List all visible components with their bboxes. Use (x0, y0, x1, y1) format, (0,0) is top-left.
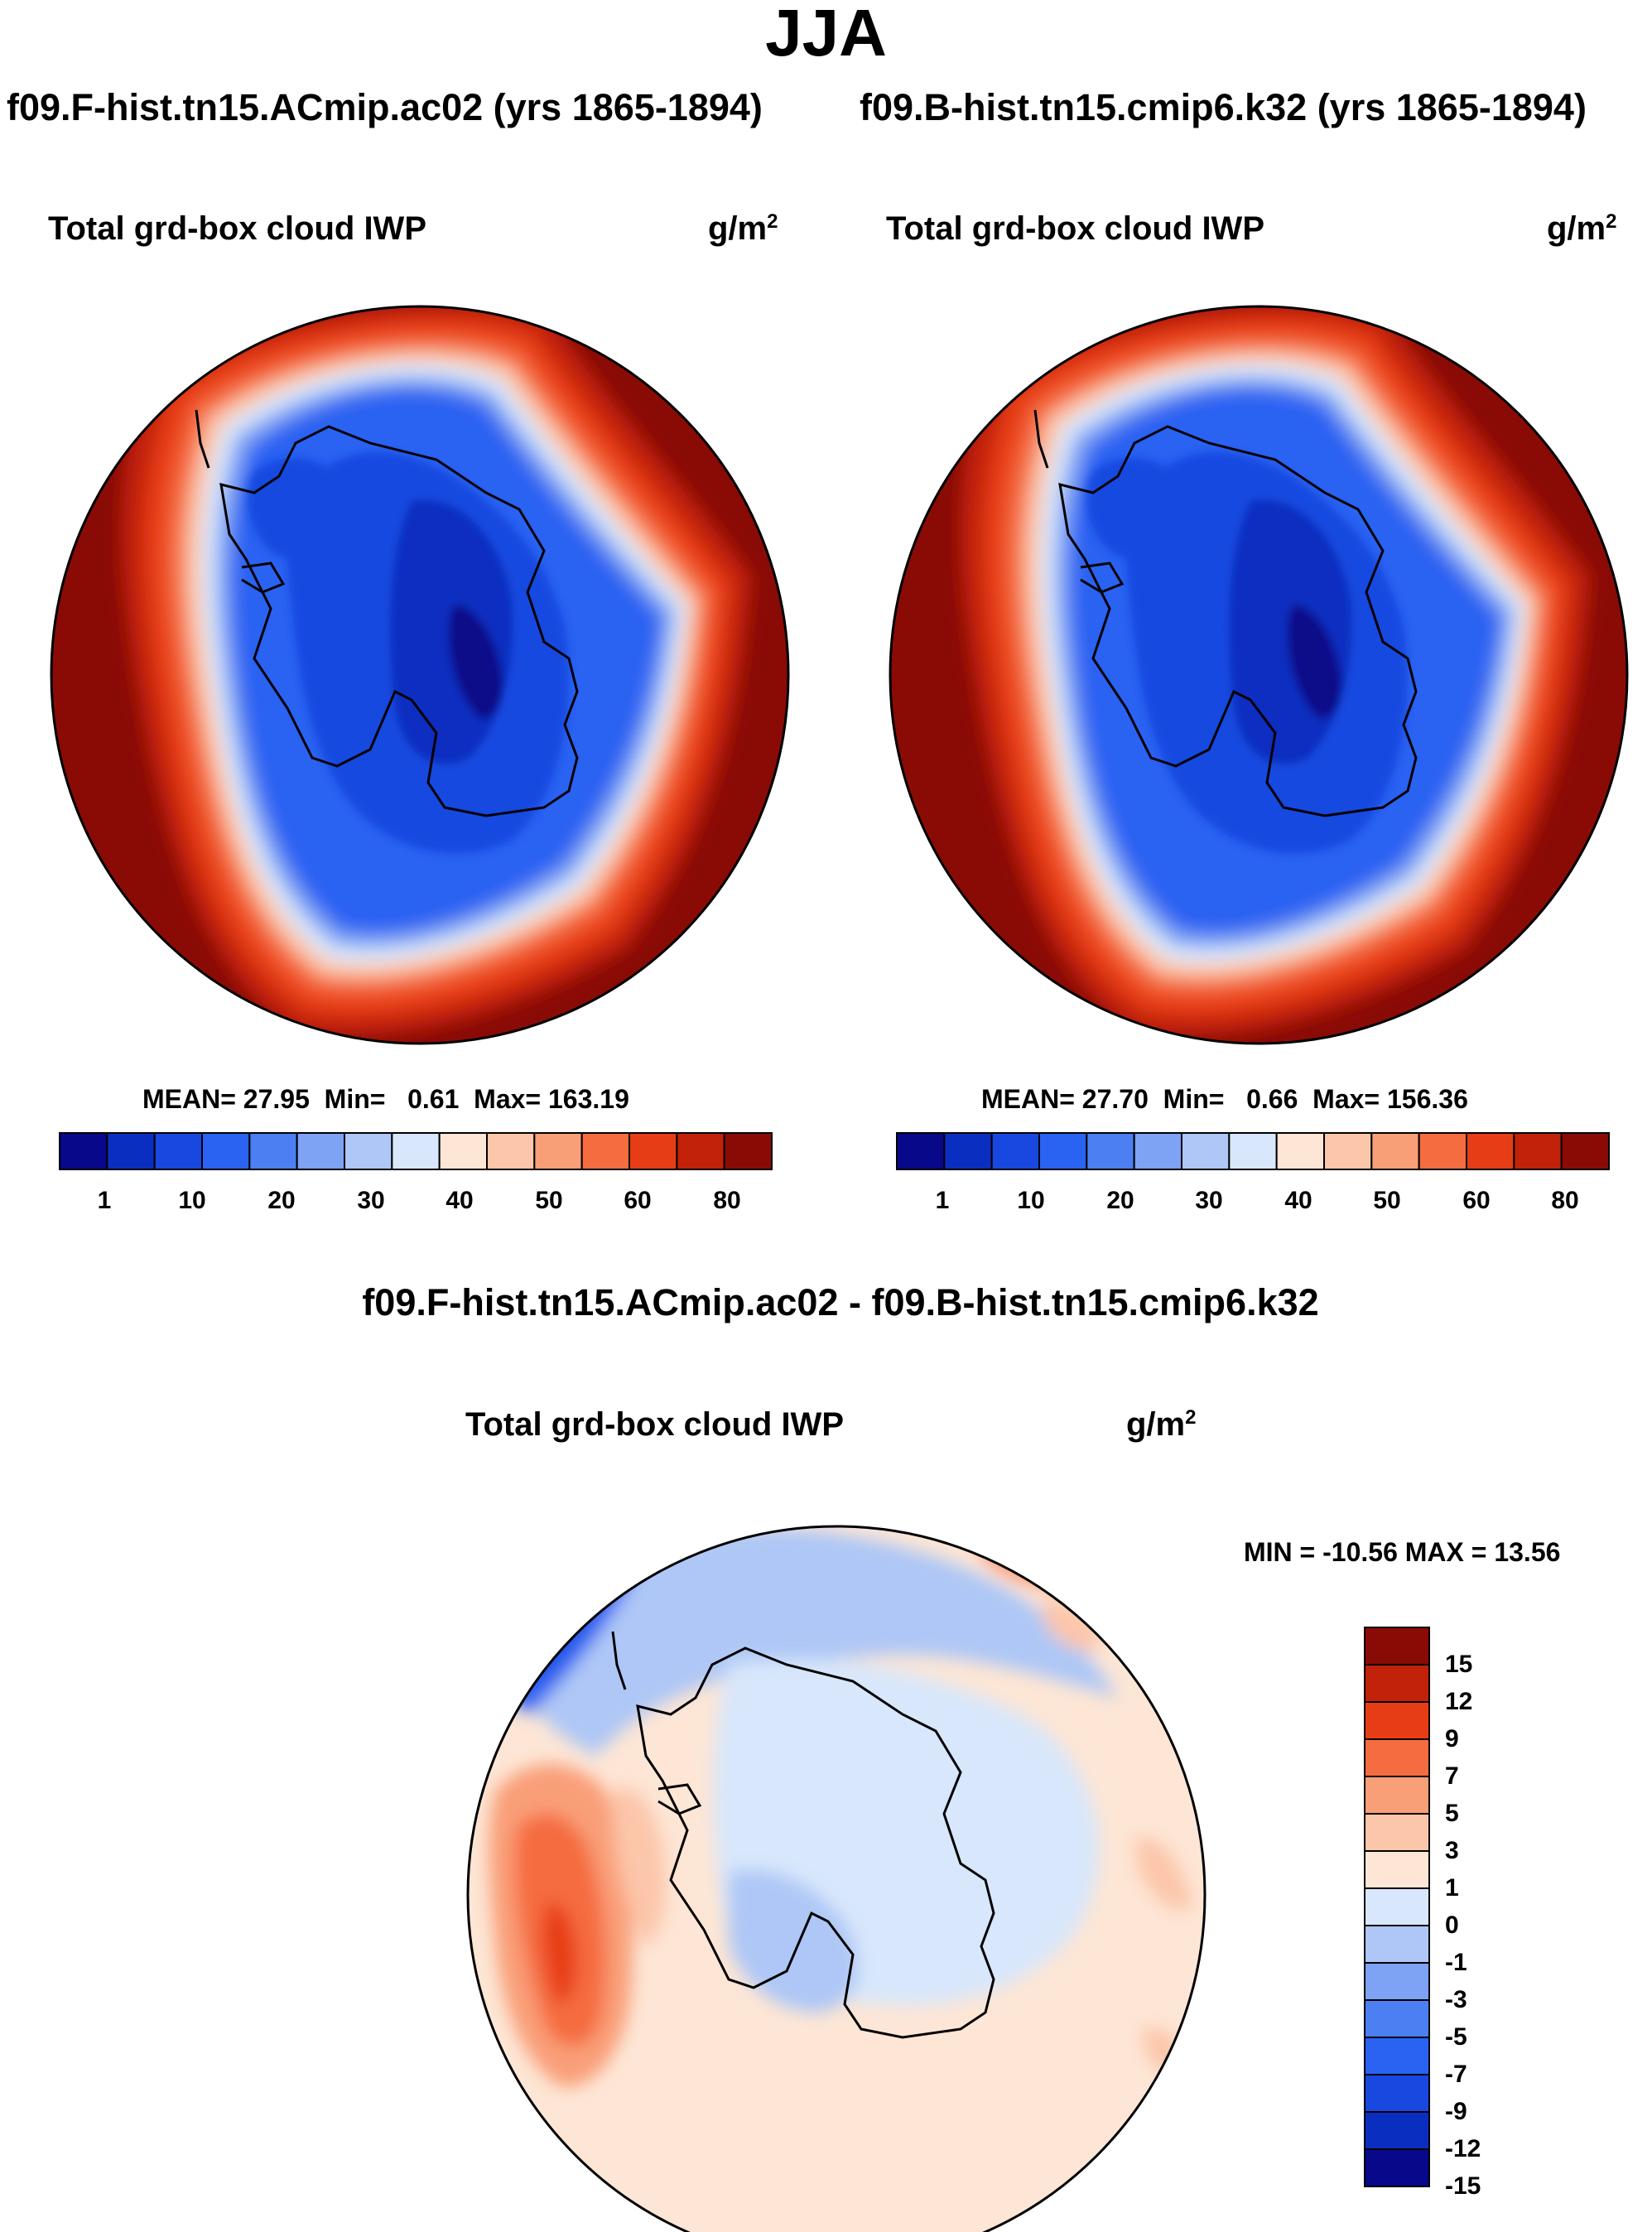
colorbar-swatch (1364, 2148, 1430, 2187)
panel-1-experiment-title: f09.F-hist.tn15.ACmip.ac02 (yrs 1865-189… (7, 86, 763, 128)
colorbar-swatch (153, 1132, 204, 1170)
panel-1-tick: 30 (357, 1187, 385, 1214)
colorbar-swatch (629, 1132, 678, 1170)
panel-2-stats: MEAN= 27.70 Min= 0.66 Max= 156.36 (981, 1084, 1468, 1114)
colorbar-swatch (486, 1132, 536, 1170)
difference-colorbar (1364, 1627, 1430, 2187)
colorbar-swatch (296, 1132, 345, 1170)
colorbar-swatch (1228, 1132, 1278, 1170)
difference-tick: 1 (1445, 1874, 1459, 1902)
panel-2-tick: 50 (1373, 1187, 1401, 1214)
colorbar-swatch (1370, 1132, 1420, 1170)
panel-1-map (51, 302, 788, 1044)
difference-tick: 12 (1445, 1688, 1473, 1715)
colorbar-swatch (1038, 1132, 1088, 1170)
panel-2-unit-label: g/m2 (1547, 210, 1617, 247)
colorbar-swatch (580, 1132, 631, 1170)
colorbar-swatch (533, 1132, 583, 1170)
colorbar-swatch (59, 1132, 108, 1170)
panel-1-map-border (50, 305, 790, 1045)
panel-1-tick: 60 (624, 1187, 652, 1214)
colorbar-swatch (1364, 2074, 1430, 2113)
difference-tick: 3 (1445, 1837, 1459, 1864)
difference-tick: -7 (1445, 2061, 1467, 2088)
panel-2-tick: 1 (935, 1187, 950, 1214)
difference-tick: 5 (1445, 1800, 1459, 1827)
colorbar-swatch (1364, 1887, 1430, 1926)
panel-2-map (890, 302, 1627, 1044)
panel-2-colorbar (896, 1132, 1610, 1170)
colorbar-swatch (1364, 1776, 1430, 1815)
panel-1-tick: 80 (713, 1187, 741, 1214)
colorbar-swatch (1364, 1627, 1430, 1666)
difference-min-max: MIN = -10.56 MAX = 13.56 (1244, 1537, 1561, 1567)
difference-tick: -3 (1445, 1986, 1467, 2013)
colorbar-swatch (1181, 1132, 1231, 1170)
colorbar-swatch (1323, 1132, 1373, 1170)
difference-map (468, 1526, 1205, 2232)
panel-2-tick: 30 (1195, 1187, 1223, 1214)
colorbar-swatch (990, 1132, 1040, 1170)
colorbar-swatch (1364, 1925, 1430, 1964)
colorbar-swatch (1086, 1132, 1135, 1170)
colorbar-swatch (1364, 1962, 1430, 2001)
colorbar-swatch (1364, 1850, 1430, 1889)
difference-map-border (466, 1525, 1206, 2232)
colorbar-swatch (1364, 2111, 1430, 2150)
panel-1-variable-label: Total grd-box cloud IWP (48, 210, 426, 247)
difference-tick: -1 (1445, 1949, 1467, 1976)
difference-tick: 0 (1445, 1911, 1459, 1939)
colorbar-swatch (201, 1132, 251, 1170)
colorbar-swatch (1364, 1738, 1430, 1777)
panel-1-tick: 40 (446, 1187, 474, 1214)
difference-variable-label: Total grd-box cloud IWP (465, 1406, 844, 1443)
colorbar-swatch (1364, 1664, 1430, 1703)
panel-1-stats: MEAN= 27.95 Min= 0.61 Max= 163.19 (142, 1084, 629, 1114)
colorbar-swatch (1418, 1132, 1467, 1170)
panel-1-tick: 1 (97, 1187, 112, 1214)
colorbar-swatch (1364, 2037, 1430, 2075)
colorbar-swatch (676, 1132, 725, 1170)
panel-2-tick: 60 (1462, 1187, 1491, 1214)
colorbar-swatch (106, 1132, 156, 1170)
colorbar-swatch (1364, 1701, 1430, 1740)
panel-1-colorbar (59, 1132, 773, 1170)
colorbar-swatch (896, 1132, 946, 1170)
colorbar-swatch (1466, 1132, 1515, 1170)
difference-tick: -12 (1445, 2135, 1481, 2162)
difference-tick: -15 (1445, 2172, 1481, 2200)
panel-2-variable-label: Total grd-box cloud IWP (886, 210, 1264, 247)
difference-tick: 15 (1445, 1651, 1473, 1678)
colorbar-swatch (1133, 1132, 1182, 1170)
panel-2-map-border (889, 305, 1629, 1045)
colorbar-swatch (1560, 1132, 1610, 1170)
difference-tick: 7 (1445, 1762, 1459, 1790)
colorbar-swatch (1364, 1999, 1430, 2038)
colorbar-swatch (438, 1132, 489, 1170)
panel-1-tick: 50 (535, 1187, 563, 1214)
season-title: JJA (765, 0, 887, 70)
panel-1-unit-label: g/m2 (708, 210, 778, 247)
colorbar-swatch (1513, 1132, 1563, 1170)
panel-2-experiment-title: f09.B-hist.tn15.cmip6.k32 (yrs 1865-1894… (860, 86, 1587, 128)
panel-1-tick: 10 (178, 1187, 206, 1214)
colorbar-swatch (344, 1132, 393, 1170)
panel-2-tick: 10 (1017, 1187, 1045, 1214)
panel-2-tick: 20 (1106, 1187, 1134, 1214)
colorbar-swatch (1364, 1813, 1430, 1852)
difference-title: f09.F-hist.tn15.ACmip.ac02 - f09.B-hist.… (362, 1281, 1319, 1323)
colorbar-swatch (248, 1132, 298, 1170)
panel-2-tick: 80 (1551, 1187, 1579, 1214)
panel-2-tick: 40 (1284, 1187, 1312, 1214)
panel-1-tick: 20 (267, 1187, 296, 1214)
difference-unit-label: g/m2 (1126, 1406, 1197, 1443)
colorbar-swatch (391, 1132, 441, 1170)
difference-tick: -9 (1445, 2098, 1467, 2125)
colorbar-swatch (723, 1132, 773, 1170)
difference-tick: 9 (1445, 1725, 1459, 1752)
colorbar-swatch (1275, 1132, 1325, 1170)
colorbar-swatch (943, 1132, 993, 1170)
difference-tick: -5 (1445, 2023, 1467, 2051)
